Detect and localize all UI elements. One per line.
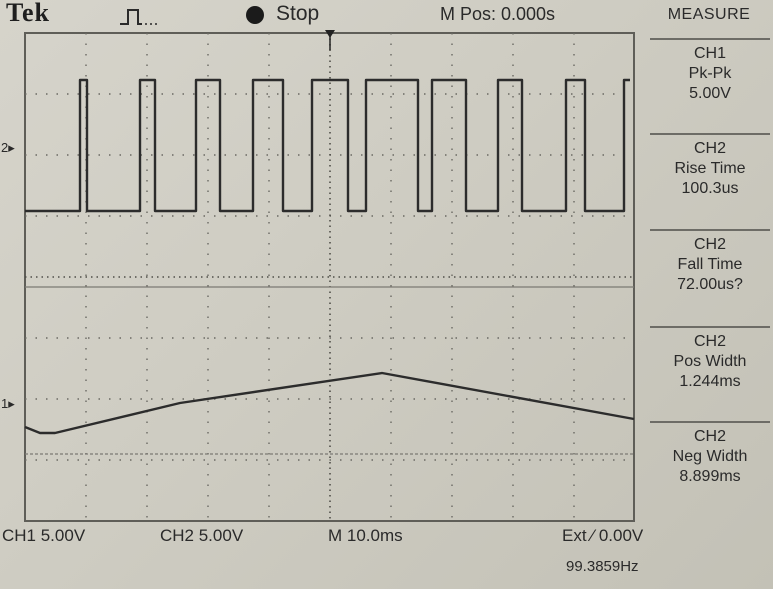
measure-value: 1.244ms [679, 373, 741, 390]
measure-source: CH2 [693, 140, 726, 157]
measure-slot-2[interactable]: CH2 Rise Time 100.3us [650, 133, 770, 231]
measure-source: CH2 [693, 428, 726, 445]
status-top-bar: Tek Stop M Pos: 0.000s [0, 0, 645, 34]
measure-type: Neg Width [672, 448, 748, 465]
measure-type: Pk-Pk [688, 65, 732, 82]
measure-type: Fall Time [677, 256, 743, 273]
horizontal-position-readout: M Pos: 0.000s [440, 4, 556, 24]
measure-source: CH1 [693, 45, 726, 62]
measure-slot-5[interactable]: CH2 Neg Width 8.899ms [650, 421, 770, 523]
measure-slot-4[interactable]: CH2 Pos Width 1.244ms [650, 326, 770, 424]
measure-value: 72.00us? [677, 276, 743, 293]
graticule-center-axes [25, 33, 634, 521]
run-state-icon [246, 6, 264, 24]
timebase-readout: M 10.0ms [328, 526, 403, 545]
ch1-marker-label: 1 [1, 396, 9, 411]
measure-menu: MEASURE CH1 Pk-Pk 5.00V CH2 Rise Time 10… [648, 0, 773, 525]
ch2-scale-readout: CH2 5.00V [160, 526, 244, 545]
trigger-readout: Ext ⁄ 0.00V [562, 526, 644, 545]
graticule-vertical-lines [85, 33, 575, 521]
measure-type: Pos Width [673, 353, 747, 370]
measure-slot-3[interactable]: CH2 Fall Time 72.00us? [650, 229, 770, 327]
measure-value: 5.00V [689, 85, 731, 102]
measure-type: Rise Time [674, 160, 746, 177]
measure-source: CH2 [693, 333, 726, 350]
ch2-marker-label: 2 [1, 140, 9, 155]
ch2-ground-marker: 2▸ [1, 140, 15, 155]
measure-value: 100.3us [681, 180, 739, 197]
brand-logo: Tek [6, 0, 50, 27]
frequency-readout: 99.3859Hz [566, 558, 639, 575]
measure-title: MEASURE [667, 6, 751, 23]
trigger-waveform-icon [120, 9, 157, 25]
ch1-triangle-wave-trace [24, 371, 635, 435]
ch2-square-wave-trace [25, 78, 630, 213]
ch1-scale-readout: CH1 5.00V [2, 526, 86, 545]
measure-source: CH2 [693, 236, 726, 253]
ch1-ground-marker: 1▸ [1, 396, 15, 411]
status-bottom-bar: CH1 5.00V CH2 5.00V M 10.0ms Ext ⁄ 0.00V… [0, 526, 773, 589]
measure-value: 8.899ms [679, 468, 741, 485]
run-state-label: Stop [276, 2, 320, 25]
measure-slot-1[interactable]: CH1 Pk-Pk 5.00V [650, 38, 770, 137]
